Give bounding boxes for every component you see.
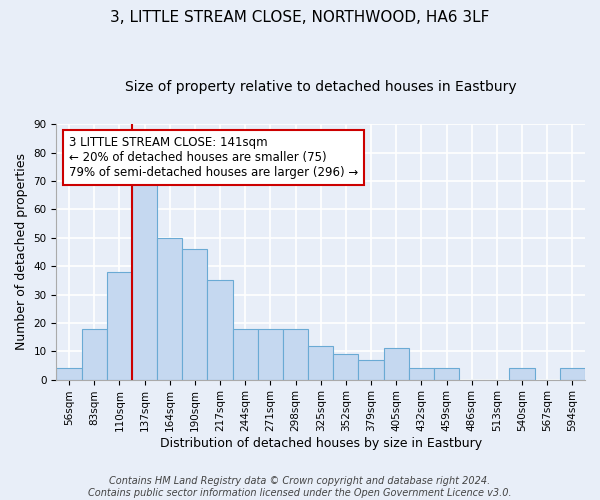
Bar	[233, 328, 258, 380]
Bar	[157, 238, 182, 380]
Bar	[409, 368, 434, 380]
Bar	[132, 172, 157, 380]
X-axis label: Distribution of detached houses by size in Eastbury: Distribution of detached houses by size …	[160, 437, 482, 450]
Bar	[383, 348, 409, 380]
Text: 3 LITTLE STREAM CLOSE: 141sqm
← 20% of detached houses are smaller (75)
79% of s: 3 LITTLE STREAM CLOSE: 141sqm ← 20% of d…	[69, 136, 358, 178]
Y-axis label: Number of detached properties: Number of detached properties	[15, 154, 28, 350]
Bar	[308, 346, 333, 380]
Bar	[283, 328, 308, 380]
Bar	[56, 368, 82, 380]
Bar	[107, 272, 132, 380]
Text: 3, LITTLE STREAM CLOSE, NORTHWOOD, HA6 3LF: 3, LITTLE STREAM CLOSE, NORTHWOOD, HA6 3…	[110, 10, 490, 25]
Bar	[82, 328, 107, 380]
Bar	[258, 328, 283, 380]
Title: Size of property relative to detached houses in Eastbury: Size of property relative to detached ho…	[125, 80, 517, 94]
Bar	[333, 354, 358, 380]
Bar	[509, 368, 535, 380]
Bar	[434, 368, 459, 380]
Bar	[182, 249, 208, 380]
Bar	[560, 368, 585, 380]
Text: Contains HM Land Registry data © Crown copyright and database right 2024.
Contai: Contains HM Land Registry data © Crown c…	[88, 476, 512, 498]
Bar	[208, 280, 233, 380]
Bar	[358, 360, 383, 380]
